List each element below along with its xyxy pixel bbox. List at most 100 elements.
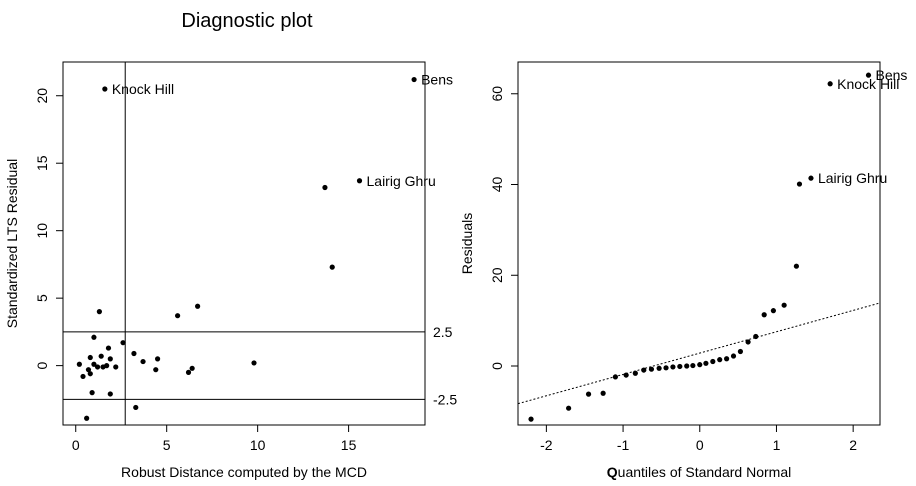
data-point — [84, 415, 90, 421]
plot-frame — [517, 61, 881, 426]
data-point — [648, 366, 655, 372]
labeled-data-point — [411, 76, 417, 83]
y-tick-label: 20 — [34, 88, 50, 104]
data-point — [185, 369, 192, 375]
data-point — [724, 356, 730, 362]
data-point — [120, 340, 126, 346]
data-point — [585, 391, 592, 397]
data-point — [690, 362, 696, 369]
x-tick-label: 0 — [696, 437, 704, 453]
point-label: Knock Hill — [112, 81, 174, 97]
labeled-data-point — [102, 86, 108, 92]
data-point — [87, 354, 93, 361]
y-axis-label: Standardized LTS Residual — [4, 159, 20, 328]
data-point — [96, 309, 102, 315]
data-point — [663, 365, 669, 371]
data-point — [91, 334, 97, 340]
x-tick-label: 10 — [250, 437, 266, 453]
y-tick-label: 10 — [34, 223, 50, 239]
data-point — [107, 356, 113, 362]
data-point — [107, 391, 113, 397]
data-point — [730, 353, 737, 359]
data-point — [793, 263, 800, 269]
data-point — [528, 416, 534, 422]
data-point — [612, 374, 619, 380]
y-axis-label: Residuals — [459, 213, 475, 274]
y-tick-label: 15 — [34, 155, 50, 171]
labeled-data-point — [865, 72, 872, 78]
data-point — [703, 360, 709, 366]
data-point — [98, 353, 104, 359]
data-point — [684, 363, 690, 369]
data-point — [175, 313, 181, 319]
data-point — [770, 308, 776, 314]
point-label: Bens — [421, 72, 453, 88]
data-point — [153, 367, 159, 373]
cutoff-label: 2.5 — [433, 324, 453, 340]
x-axis-label-prefix: Q — [607, 464, 618, 480]
x-axis-label: Robust Distance computed by the MCD — [121, 464, 367, 480]
data-point — [753, 333, 759, 340]
data-point — [697, 362, 703, 368]
data-point — [89, 390, 95, 396]
x-tick-label: 1 — [773, 437, 781, 453]
data-point — [133, 404, 139, 411]
data-point — [80, 373, 86, 380]
x-tick-label: 0 — [72, 437, 80, 453]
data-point — [717, 357, 723, 363]
x-axis-label-rest: uantiles of Standard Normal — [618, 464, 792, 480]
data-point — [131, 350, 137, 357]
data-point — [189, 365, 195, 371]
lts-residual-vs-robust-distance-panel: 0 5 10 15 0 5 10 15 20 Robust Distance computed b… — [4, 61, 457, 480]
y-tick-label: 60 — [489, 86, 505, 102]
point-label: Lairig Ghru — [818, 170, 887, 186]
data-point — [113, 364, 119, 370]
data-point — [154, 356, 161, 362]
x-tick-label: -1 — [617, 437, 630, 453]
cutoff-label: -2.5 — [433, 391, 457, 407]
data-point — [641, 367, 647, 373]
data-point — [566, 405, 572, 411]
plot-frame — [62, 61, 426, 426]
data-point — [600, 390, 606, 396]
point-label: Bens — [875, 67, 907, 83]
data-point — [76, 361, 82, 367]
data-point — [251, 360, 257, 366]
qq-reference-line — [517, 302, 881, 405]
data-point — [329, 264, 335, 270]
x-tick-label: 2 — [849, 437, 857, 453]
x-tick-label: 15 — [341, 437, 357, 453]
labeled-data-point — [356, 178, 363, 184]
y-tick-label: 40 — [489, 177, 505, 193]
page-title: Diagnostic plot — [181, 10, 313, 32]
data-point — [94, 364, 101, 370]
y-tick-label: 0 — [489, 362, 505, 370]
y-tick-label: 0 — [34, 362, 50, 370]
data-point — [140, 358, 146, 365]
data-point — [737, 348, 744, 355]
labeled-data-point — [808, 175, 814, 181]
data-point — [710, 358, 716, 365]
data-point — [195, 303, 201, 309]
data-point — [781, 302, 787, 308]
data-point — [85, 367, 92, 373]
data-point — [322, 184, 328, 191]
data-point — [105, 345, 112, 351]
data-point — [91, 361, 97, 367]
x-tick-label: -2 — [540, 437, 553, 453]
data-point — [761, 312, 767, 318]
point-label: Lairig Ghru — [367, 173, 436, 189]
point-label: Knock Hill — [837, 76, 899, 92]
data-point — [670, 364, 676, 370]
x-tick-label: 5 — [163, 437, 171, 453]
data-point — [623, 372, 629, 378]
labeled-data-point — [827, 81, 833, 87]
y-tick-label: 20 — [489, 267, 505, 283]
data-point — [104, 363, 110, 369]
x-axis-label: Quantiles of Standard Normal — [607, 464, 791, 480]
data-point — [745, 339, 751, 345]
data-point — [632, 370, 638, 376]
data-point — [656, 365, 662, 371]
